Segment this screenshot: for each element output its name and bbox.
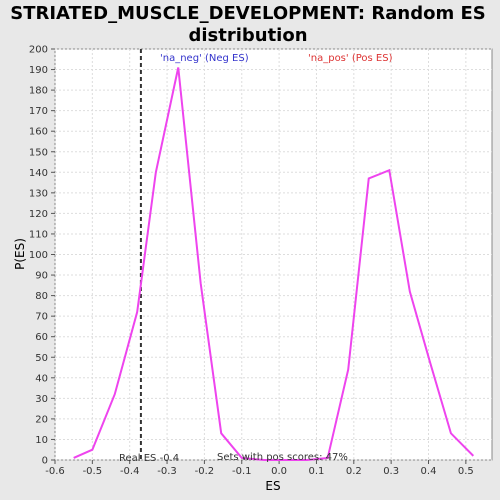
x-axis-ticks: -0.6 -0.5 -0.4 -0.3 -0.2 -0.1 0.0 0.1 0.2 0.3 0.4 0… — [45, 460, 474, 477]
y-tick-label: 100 — [29, 250, 48, 261]
real-es-label: Real ES -0.4 — [119, 453, 179, 464]
y-tick-label: 130 — [29, 188, 48, 199]
y-tick-label: 140 — [29, 168, 48, 179]
y-tick-label: 20 — [35, 414, 48, 425]
chart-title-line2: distribution — [188, 25, 307, 46]
y-tick-label: 150 — [29, 147, 48, 158]
x-tick-label: 0.1 — [308, 466, 324, 477]
y-tick-label: 180 — [29, 86, 48, 97]
y-tick-label: 200 — [29, 45, 48, 56]
y-tick-label: 190 — [29, 65, 48, 76]
x-tick-label: -0.2 — [195, 466, 215, 477]
y-tick-label: 10 — [35, 435, 48, 446]
x-tick-label: 0.4 — [421, 466, 437, 477]
y-tick-label: 30 — [35, 394, 48, 405]
y-tick-label: 70 — [35, 312, 48, 323]
x-tick-label: -0.5 — [83, 466, 103, 477]
series-line — [73, 67, 475, 461]
y-tick-label: 80 — [35, 291, 48, 302]
y-tick-label: 40 — [35, 373, 48, 384]
y-tick-label: 170 — [29, 106, 48, 117]
x-tick-label: -0.1 — [232, 466, 252, 477]
y-tick-label: 50 — [35, 353, 48, 364]
y-tick-label: 160 — [29, 127, 48, 138]
x-tick-label: -0.3 — [157, 466, 177, 477]
chart-title-line1: STRIATED_MUSCLE_DEVELOPMENT: Random ES — [10, 3, 486, 24]
x-axis-label: ES — [265, 479, 280, 493]
grid-lines — [54, 48, 492, 461]
pos-label: 'na_pos' (Pos ES) — [308, 53, 393, 64]
x-tick-label: -0.6 — [45, 466, 65, 477]
y-tick-label: 90 — [35, 271, 48, 282]
y-axis-ticks: 0 10 20 30 40 50 60 70 80 90 100 110 120 130 140 150 160… — [29, 45, 55, 467]
y-tick-label: 0 — [42, 456, 48, 467]
y-axis-label: P(ES) — [13, 238, 27, 270]
y-tick-label: 110 — [29, 229, 48, 240]
pos-scores-label: Sets with pos scores: 47% — [217, 452, 348, 463]
x-tick-label: 0.2 — [346, 466, 362, 477]
x-tick-label: -0.4 — [120, 466, 140, 477]
x-tick-label: 0.3 — [383, 466, 399, 477]
y-tick-label: 120 — [29, 209, 48, 220]
x-tick-label: 0.5 — [458, 466, 474, 477]
neg-label: 'na_neg' (Neg ES) — [160, 53, 249, 64]
y-tick-label: 60 — [35, 332, 48, 343]
x-tick-label: 0.0 — [271, 466, 287, 477]
